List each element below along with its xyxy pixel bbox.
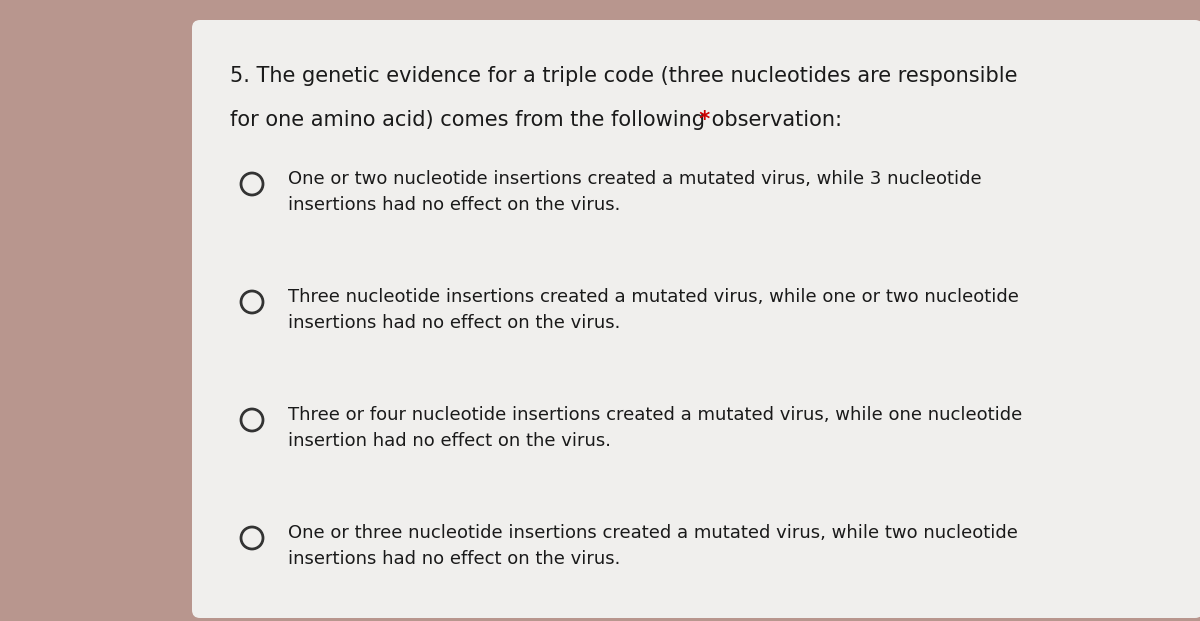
Text: for one amino acid) comes from the following observation:: for one amino acid) comes from the follo… bbox=[230, 110, 842, 130]
Text: insertions had no effect on the virus.: insertions had no effect on the virus. bbox=[288, 196, 620, 214]
FancyBboxPatch shape bbox=[192, 20, 1200, 618]
Text: *: * bbox=[692, 110, 710, 130]
Text: 5. The genetic evidence for a triple code (three nucleotides are responsible: 5. The genetic evidence for a triple cod… bbox=[230, 66, 1018, 86]
Text: Three nucleotide insertions created a mutated virus, while one or two nucleotide: Three nucleotide insertions created a mu… bbox=[288, 288, 1019, 306]
Text: insertion had no effect on the virus.: insertion had no effect on the virus. bbox=[288, 432, 611, 450]
Text: insertions had no effect on the virus.: insertions had no effect on the virus. bbox=[288, 550, 620, 568]
Text: insertions had no effect on the virus.: insertions had no effect on the virus. bbox=[288, 314, 620, 332]
Text: Three or four nucleotide insertions created a mutated virus, while one nucleotid: Three or four nucleotide insertions crea… bbox=[288, 406, 1022, 424]
Text: One or two nucleotide insertions created a mutated virus, while 3 nucleotide: One or two nucleotide insertions created… bbox=[288, 170, 982, 188]
Text: One or three nucleotide insertions created a mutated virus, while two nucleotide: One or three nucleotide insertions creat… bbox=[288, 524, 1018, 542]
